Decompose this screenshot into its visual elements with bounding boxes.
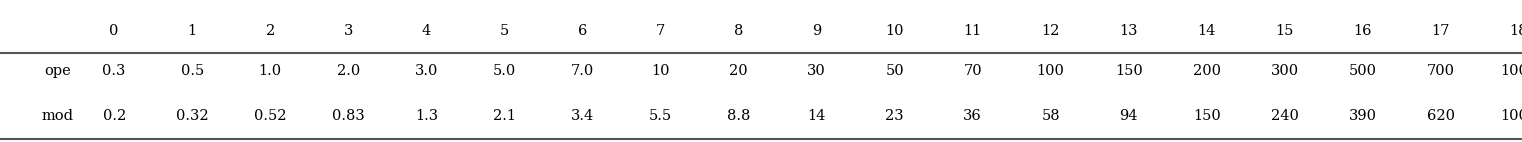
Text: 10: 10 — [886, 24, 904, 38]
Text: 0: 0 — [110, 24, 119, 38]
Text: 150: 150 — [1114, 64, 1143, 78]
Text: 7: 7 — [656, 24, 665, 38]
Text: 58: 58 — [1041, 109, 1059, 123]
Text: 100: 100 — [1036, 64, 1064, 78]
Text: 5.5: 5.5 — [648, 109, 673, 123]
Text: 5: 5 — [499, 24, 508, 38]
Text: 18: 18 — [1510, 24, 1522, 38]
Text: 8.8: 8.8 — [728, 109, 750, 123]
Text: 12: 12 — [1041, 24, 1059, 38]
Text: 0.52: 0.52 — [254, 109, 286, 123]
Text: 300: 300 — [1271, 64, 1298, 78]
Text: 1: 1 — [187, 24, 196, 38]
Text: 16: 16 — [1353, 24, 1373, 38]
Text: 1.0: 1.0 — [259, 64, 282, 78]
Text: 700: 700 — [1428, 64, 1455, 78]
Text: 5.0: 5.0 — [493, 64, 516, 78]
Text: 0.3: 0.3 — [102, 64, 126, 78]
Text: 8: 8 — [734, 24, 743, 38]
Text: 15: 15 — [1275, 24, 1294, 38]
Text: 3.4: 3.4 — [571, 109, 594, 123]
Text: 14: 14 — [1198, 24, 1216, 38]
Text: 70: 70 — [963, 64, 982, 78]
Text: 240: 240 — [1271, 109, 1298, 123]
Text: 3.0: 3.0 — [414, 64, 438, 78]
Text: 500: 500 — [1348, 64, 1377, 78]
Text: 0.83: 0.83 — [332, 109, 365, 123]
Text: 10: 10 — [651, 64, 670, 78]
Text: 7.0: 7.0 — [571, 64, 594, 78]
Text: 1000: 1000 — [1501, 109, 1522, 123]
Text: 94: 94 — [1120, 109, 1138, 123]
Text: 50: 50 — [886, 64, 904, 78]
Text: ope: ope — [44, 64, 72, 78]
Text: 6: 6 — [578, 24, 587, 38]
Text: 0.32: 0.32 — [177, 109, 209, 123]
Text: 30: 30 — [807, 64, 826, 78]
Text: 620: 620 — [1428, 109, 1455, 123]
Text: 9: 9 — [811, 24, 822, 38]
Text: 13: 13 — [1120, 24, 1138, 38]
Text: 2.1: 2.1 — [493, 109, 516, 123]
Text: 2.0: 2.0 — [336, 64, 359, 78]
Text: 1.3: 1.3 — [416, 109, 438, 123]
Text: 23: 23 — [886, 109, 904, 123]
Text: 11: 11 — [963, 24, 982, 38]
Text: 1000: 1000 — [1501, 64, 1522, 78]
Text: 0.2: 0.2 — [102, 109, 126, 123]
Text: 0.5: 0.5 — [181, 64, 204, 78]
Text: 20: 20 — [729, 64, 747, 78]
Text: 3: 3 — [344, 24, 353, 38]
Text: 36: 36 — [963, 109, 982, 123]
Text: 14: 14 — [807, 109, 826, 123]
Text: 4: 4 — [422, 24, 431, 38]
Text: 150: 150 — [1193, 109, 1221, 123]
Text: 17: 17 — [1432, 24, 1450, 38]
Text: 2: 2 — [266, 24, 275, 38]
Text: 200: 200 — [1193, 64, 1221, 78]
Text: mod: mod — [41, 109, 75, 123]
Text: 390: 390 — [1348, 109, 1377, 123]
